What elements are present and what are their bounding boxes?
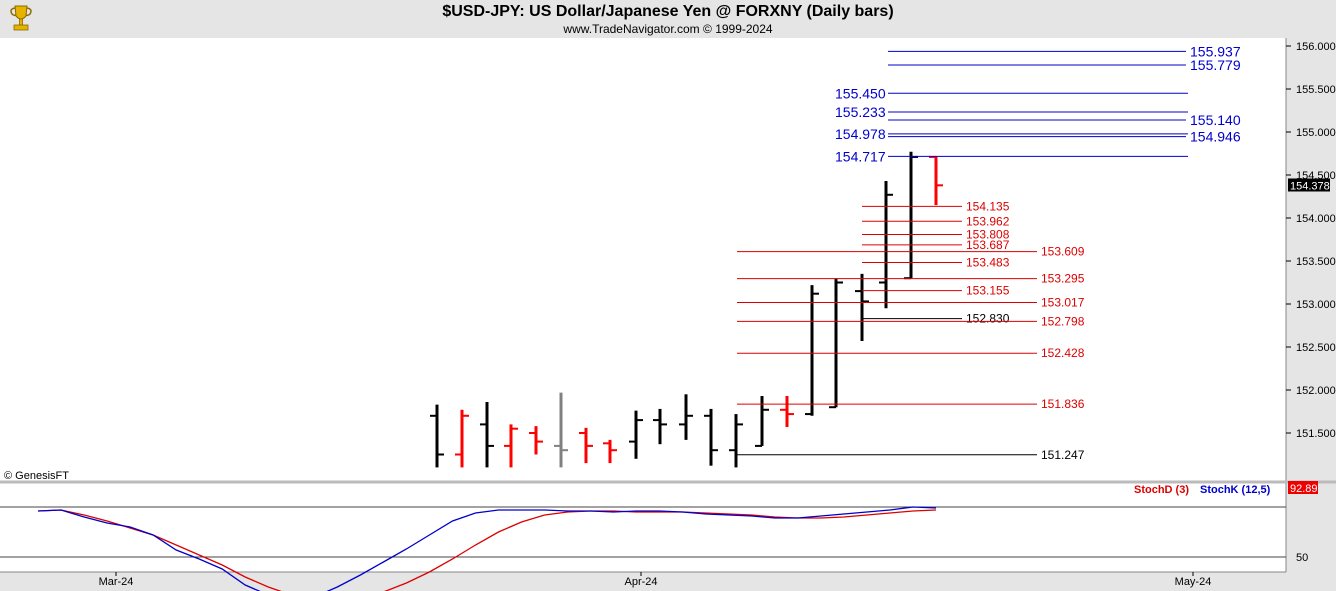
level-label: 153.962 <box>966 214 1010 228</box>
level-label: 151.247 <box>1041 448 1085 462</box>
price-tick-label: 153.000 <box>1296 299 1336 311</box>
level-label: 153.017 <box>1041 296 1085 310</box>
price-tick-label: 154.000 <box>1296 213 1336 225</box>
level-label: 152.428 <box>1041 346 1085 360</box>
date-tick-label: May-24 <box>1175 576 1212 588</box>
level-label: 153.609 <box>1041 245 1085 259</box>
trophy-logo-icon <box>10 5 32 31</box>
level-label: 155.937 <box>1190 43 1241 59</box>
stoch-last-label: 92.89 <box>1290 483 1318 495</box>
price-tick-label: 155.000 <box>1296 127 1336 139</box>
level-label: 155.233 <box>835 104 886 120</box>
chart-subtitle: www.TradeNavigator.com © 1999-2024 <box>563 22 773 36</box>
stochk-line <box>37 506 937 591</box>
stoch-tick-label: 50 <box>1296 552 1308 564</box>
level-label: 153.808 <box>966 228 1010 242</box>
stoch-last-box <box>1288 481 1318 494</box>
price-tick-label: 152.000 <box>1296 385 1336 397</box>
price-axis-panel <box>1286 38 1336 591</box>
date-axis-panel <box>0 572 1286 591</box>
level-label: 153.687 <box>966 238 1010 252</box>
copyright-label: © GenesisFT <box>4 470 69 482</box>
date-tick-label: Mar-24 <box>99 576 134 588</box>
stochk-legend: StochK (12,5) <box>1200 484 1271 496</box>
last-price-label: 154.378 <box>1290 180 1330 192</box>
chart-title: $USD-JPY: US Dollar/Japanese Yen @ FORXN… <box>442 3 894 20</box>
level-label: 153.155 <box>966 284 1010 298</box>
level-label: 152.798 <box>1041 314 1085 328</box>
level-label: 154.978 <box>835 126 886 142</box>
stochd-legend: StochD (3) <box>1134 484 1189 496</box>
price-tick-label: 155.500 <box>1296 84 1336 96</box>
price-tick-label: 151.500 <box>1296 428 1336 440</box>
last-price-box <box>1288 178 1330 192</box>
level-label: 155.140 <box>1190 112 1241 128</box>
chart-header: $USD-JPY: US Dollar/Japanese Yen @ FORXN… <box>0 0 1336 38</box>
level-label: 155.450 <box>835 85 886 101</box>
level-label: 154.946 <box>1190 129 1241 145</box>
price-tick-label: 156.000 <box>1296 41 1336 53</box>
level-label: 155.779 <box>1190 57 1241 73</box>
price-tick-label: 153.500 <box>1296 256 1336 268</box>
level-label: 154.135 <box>966 199 1010 213</box>
date-tick-label: Apr-24 <box>624 576 657 588</box>
level-label: 151.836 <box>1041 397 1085 411</box>
level-label: 154.717 <box>835 148 886 164</box>
level-label: 153.483 <box>966 255 1010 269</box>
level-label: 153.295 <box>1041 272 1085 286</box>
price-tick-label: 152.500 <box>1296 342 1336 354</box>
level-label: 152.830 <box>966 312 1010 326</box>
